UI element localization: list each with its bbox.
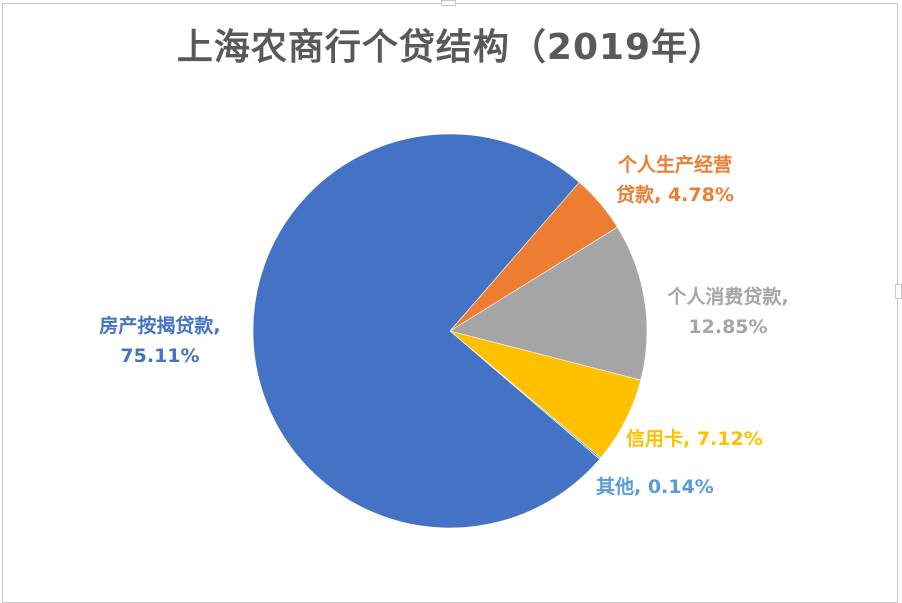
label-consumer-loan: 个人消费贷款, 12.85%: [667, 286, 789, 338]
pie-slice-1: [449, 226, 648, 381]
resize-handle-top[interactable]: [441, 0, 456, 6]
label-mortgage: 房产按揭贷款, 75.11%: [99, 315, 221, 367]
label-credit-card: 信用卡, 7.12%: [626, 428, 763, 450]
label-other: 其他, 0.14%: [596, 476, 714, 498]
label-business-loan: 个人生产经营 贷款, 4.78%: [616, 154, 734, 206]
pie-slice-4: [252, 133, 600, 529]
pie-chart: [252, 133, 648, 529]
chart-title: 上海农商行个贷结构（2019年）: [176, 27, 726, 68]
